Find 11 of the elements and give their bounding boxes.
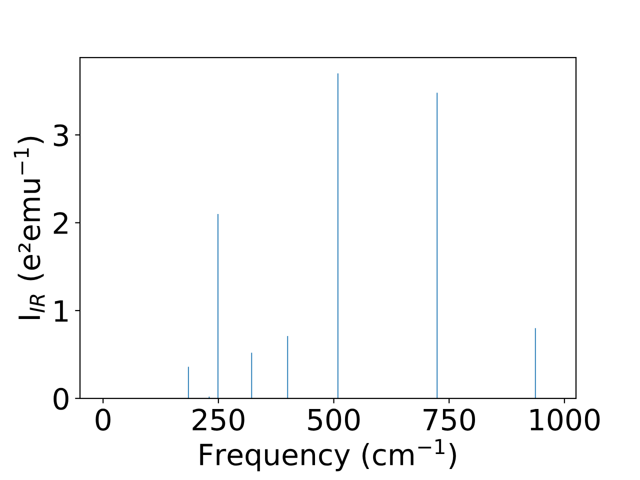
- x-tick-label: 1000: [530, 408, 600, 431]
- x-tick-label: 250: [192, 408, 244, 431]
- y-axis-title: I$_{IR}$ (e²emu$^{−1}$): [14, 136, 45, 320]
- x-axis-title: Frequency (cm$^{−1}$): [200, 439, 456, 472]
- y-tick-label: 2: [54, 212, 68, 234]
- x-tick-label: 0: [96, 408, 110, 431]
- y-tick-label: 0: [54, 388, 68, 410]
- x-tick-label: 750: [424, 408, 476, 431]
- x-tick-label: 500: [308, 408, 360, 431]
- y-tick-label: 3: [54, 124, 68, 146]
- y-tick-label: 1: [54, 300, 68, 322]
